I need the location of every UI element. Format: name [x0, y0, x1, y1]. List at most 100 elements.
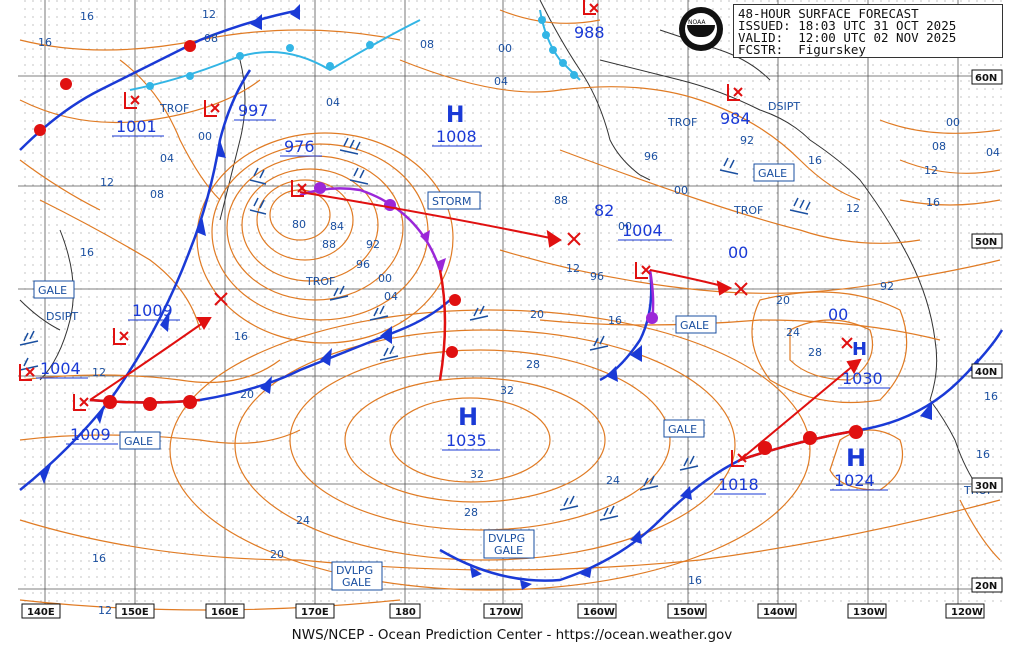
svg-text:04: 04	[384, 290, 398, 303]
svg-text:GALE: GALE	[342, 576, 371, 589]
svg-text:20: 20	[530, 308, 544, 321]
svg-text:04: 04	[986, 146, 1000, 159]
svg-text:170W: 170W	[489, 607, 521, 618]
gale-label-4: GALE	[33, 280, 75, 299]
svg-text:160W: 160W	[583, 607, 615, 618]
svg-text:130W: 130W	[853, 607, 885, 618]
svg-text:04: 04	[326, 96, 340, 109]
forecast-header-box: NOAA 48-HOUR SURFACE FORECAST ISSUED: 18…	[679, 4, 1003, 58]
svg-text:24: 24	[296, 514, 310, 527]
pressure-00-east: 00	[728, 243, 748, 262]
svg-text:88: 88	[554, 194, 568, 207]
svg-text:12: 12	[846, 202, 860, 215]
pressure-1035: 1035	[446, 431, 487, 450]
pressure-underlines	[36, 119, 890, 495]
trof-label-4: TROF	[733, 204, 763, 217]
trof-label-2: TROF	[305, 275, 335, 288]
boxed-labels: STORM GALE GALE GALE GALE GALE DVLPGGALE…	[33, 163, 795, 591]
pressure-997: 997	[238, 101, 269, 120]
cold-front-central	[438, 269, 461, 381]
svg-text:150E: 150E	[121, 607, 149, 618]
svg-text:16: 16	[976, 448, 990, 461]
svg-text:08: 08	[150, 188, 164, 201]
svg-text:GALE: GALE	[124, 435, 153, 448]
high-center-1030: H	[852, 339, 867, 360]
svg-text:120W: 120W	[951, 607, 983, 618]
pressure-centers: H H H H	[19, 0, 867, 472]
svg-text:16: 16	[984, 390, 998, 403]
svg-text:16: 16	[234, 330, 248, 343]
footer-credit: NWS/NCEP - Ocean Prediction Center - htt…	[291, 627, 733, 643]
svg-text:32: 32	[500, 384, 514, 397]
svg-text:04: 04	[160, 152, 174, 165]
svg-text:32: 32	[470, 468, 484, 481]
trof-label-3: TROF	[667, 116, 697, 129]
svg-text:92: 92	[740, 134, 754, 147]
header-forecaster: FCSTR: Figurskey	[738, 42, 866, 57]
gale-label-5: GALE	[119, 431, 161, 450]
pressure-1030: 1030	[842, 369, 883, 388]
dsipt-label-1: DSIPT	[768, 100, 800, 113]
svg-text:GALE: GALE	[680, 319, 709, 332]
wind-barbs	[19, 137, 811, 521]
svg-text:04: 04	[494, 75, 508, 88]
svg-text:28: 28	[526, 358, 540, 371]
svg-text:00: 00	[674, 184, 688, 197]
low-center-1001	[124, 92, 140, 109]
svg-text:GALE: GALE	[38, 284, 67, 297]
high-center-1008: H	[446, 103, 464, 128]
header-issued: ISSUED: 18:03 UTC 31 OCT 2025	[738, 18, 957, 33]
svg-text:16: 16	[608, 314, 622, 327]
cold-front-west	[19, 69, 252, 491]
header-title: 48-HOUR SURFACE FORECAST	[738, 6, 919, 21]
isobars	[19, 9, 1001, 611]
svg-text:STORM: STORM	[432, 195, 472, 208]
pressure-1008: 1008	[436, 127, 477, 146]
future-position-markers	[214, 232, 748, 306]
svg-text:16: 16	[38, 36, 52, 49]
svg-text:180: 180	[395, 607, 416, 618]
svg-text:00: 00	[618, 220, 632, 233]
gale-label-3: GALE	[663, 419, 705, 438]
svg-text:140E: 140E	[27, 607, 55, 618]
low-center-988	[583, 0, 599, 15]
svg-text:16: 16	[688, 574, 702, 587]
svg-text:00: 00	[198, 130, 212, 143]
high-center-1024: H	[846, 444, 866, 472]
svg-text:12: 12	[566, 262, 580, 275]
svg-text:28: 28	[464, 506, 478, 519]
svg-text:150W: 150W	[673, 607, 705, 618]
low-center-984	[727, 84, 743, 101]
gale-label-1: GALE	[753, 163, 795, 182]
svg-text:88: 88	[322, 238, 336, 251]
pressure-1004-west: 1004	[40, 359, 81, 378]
low-center-near-1030	[841, 337, 853, 349]
svg-text:20: 20	[776, 294, 790, 307]
pressure-1024: 1024	[834, 471, 875, 490]
svg-text:DVLPG: DVLPG	[336, 564, 373, 577]
pressure-988: 988	[574, 23, 605, 42]
svg-text:96: 96	[644, 150, 658, 163]
svg-text:16: 16	[80, 10, 94, 23]
pressure-values: 1008 1035 1024 1030 976 997 1001 988 984…	[40, 23, 883, 494]
ice-edge	[129, 9, 581, 91]
noaa-logo-icon: NOAA	[679, 7, 723, 51]
header-valid: VALID: 12:00 UTC 02 NOV 2025	[738, 30, 957, 45]
longitude-labels: 140E 150E 160E 170E 180 170W 160W 150W 1…	[21, 603, 985, 619]
low-center-1009-south	[73, 394, 89, 411]
svg-text:20: 20	[240, 388, 254, 401]
storm-tracks	[89, 191, 862, 461]
svg-text:96: 96	[590, 270, 604, 283]
low-center-997	[204, 100, 220, 117]
svg-text:92: 92	[880, 280, 894, 293]
front-east-north	[599, 269, 658, 382]
svg-text:00: 00	[498, 42, 512, 55]
svg-text:12: 12	[924, 164, 938, 177]
isobar-labels: 16 12 08 16 04 00 12 08 04 08 16 00 04 9…	[38, 8, 1000, 617]
pressure-976: 976	[284, 137, 315, 156]
pressure-00-se: 00	[828, 305, 848, 324]
svg-text:12: 12	[98, 604, 112, 617]
pressure-1004-east: 1004	[622, 221, 663, 240]
